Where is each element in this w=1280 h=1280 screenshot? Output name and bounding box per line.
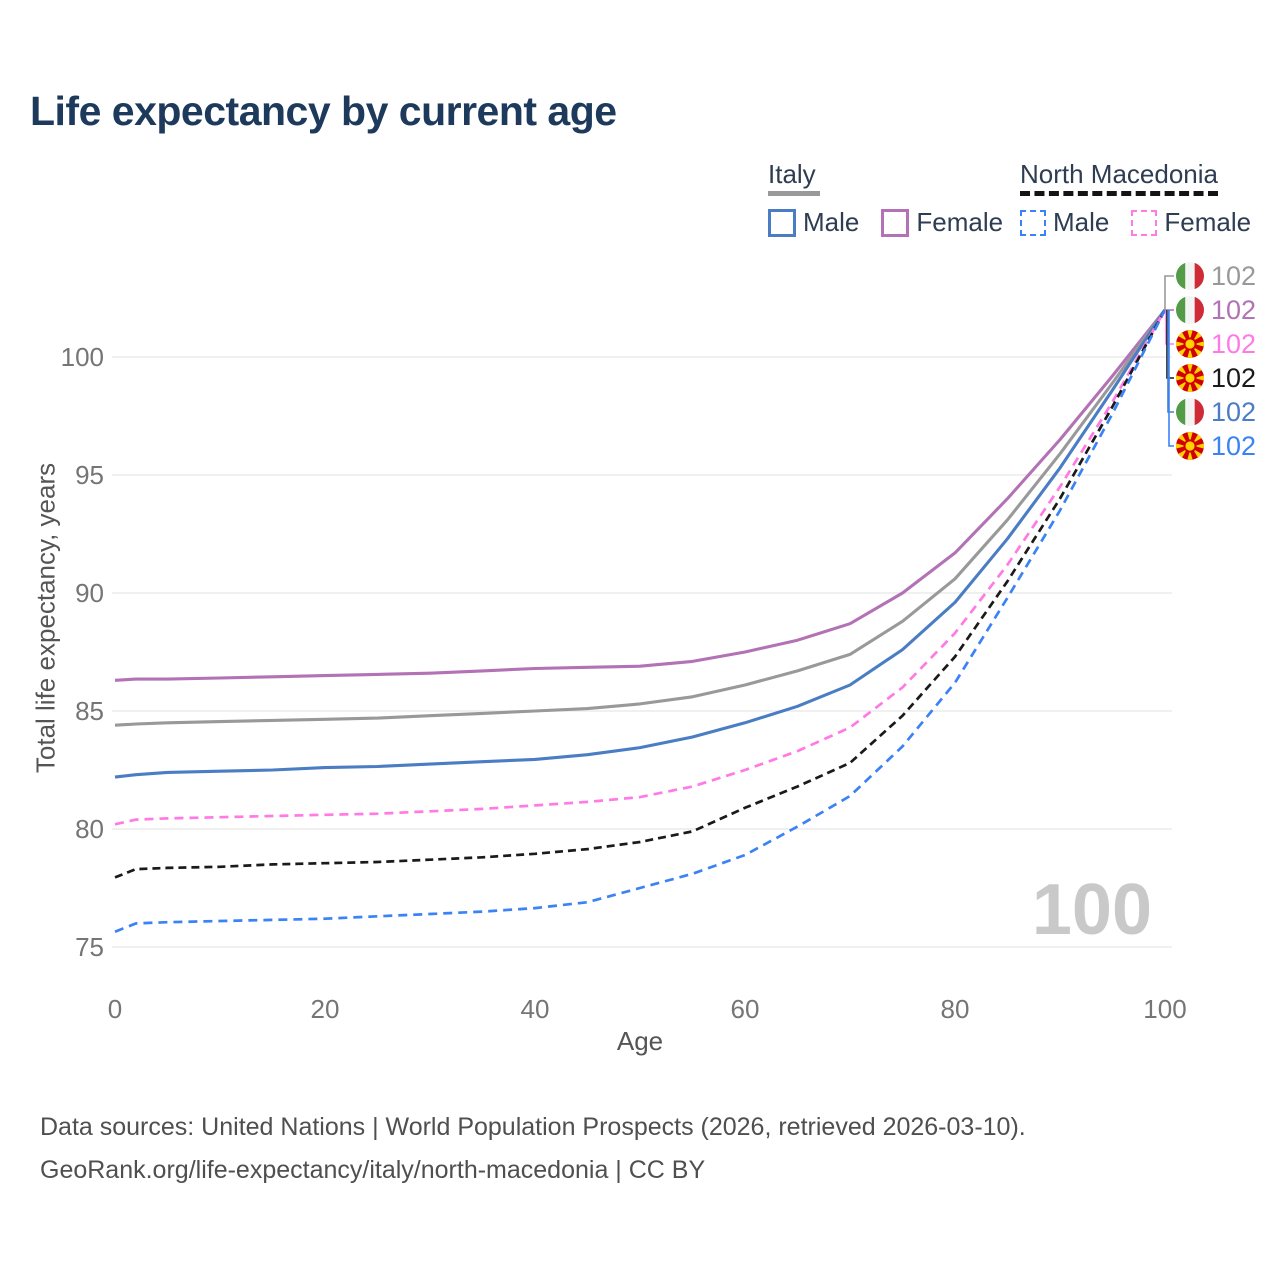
y-tick-label: 95 — [75, 460, 104, 490]
series-line-north-macedonia-female[interactable] — [114, 309, 1167, 826]
series-lines — [114, 308, 1167, 933]
series-line-north-macedonia-male[interactable] — [114, 309, 1167, 933]
legend-item-female[interactable]: Female — [881, 207, 1003, 238]
legend-underline — [768, 191, 820, 196]
legend-item-label: Male — [1053, 207, 1110, 237]
legend-item-female[interactable]: Female — [1131, 207, 1251, 238]
italy-flag-icon — [1176, 296, 1204, 324]
legend-swatch-icon — [1020, 209, 1046, 236]
north-macedonia-flag-icon — [1176, 364, 1204, 392]
legend-swatch-icon — [881, 208, 910, 237]
legend-item-label: Female — [916, 207, 1004, 237]
x-tick-label: 20 — [311, 994, 340, 1024]
leader-line — [1168, 310, 1174, 447]
end-value-label: 102 — [1211, 261, 1257, 291]
y-tick-label: 75 — [75, 932, 104, 962]
italy-flag-icon — [1176, 398, 1204, 426]
legend-swatch-icon — [768, 208, 796, 237]
x-tick-label: 80 — [941, 994, 970, 1024]
legend-underline — [1020, 191, 1218, 196]
end-value-label: 102 — [1211, 295, 1257, 325]
axis-ticks: 75 80 85 90 95 100 0 20 40 60 80 100 — [61, 342, 1187, 1024]
x-tick-label: 40 — [521, 994, 550, 1024]
leader-line — [1164, 275, 1174, 310]
page-title: Life expectancy by current age — [30, 88, 617, 134]
end-value-label: 102 — [1211, 397, 1257, 427]
age-watermark: 100 — [1031, 870, 1152, 950]
end-value-label: 102 — [1211, 363, 1257, 393]
end-label-row: 102 — [1176, 262, 1256, 290]
leader-lines — [1164, 275, 1174, 447]
end-label-row: 102 — [1176, 398, 1256, 426]
footer-url-line: GeoRank.org/life-expectancy/italy/north-… — [40, 1156, 706, 1184]
end-label-row: 102 — [1176, 330, 1256, 358]
footer: Data sources: United Nations | World Pop… — [40, 1106, 1026, 1192]
y-tick-label: 90 — [75, 578, 104, 608]
north-macedonia-flag-icon — [1176, 432, 1204, 460]
end-label-row: 102 — [1176, 296, 1256, 324]
legend-item-male[interactable]: Male — [1020, 207, 1109, 238]
legend-item-male[interactable]: Male — [768, 207, 859, 238]
series-line-italy-female[interactable] — [114, 308, 1167, 682]
leader-line — [1166, 310, 1174, 379]
legend-group-italy: Italy Male Female — [768, 160, 1003, 238]
end-label-row: 102 — [1176, 432, 1256, 460]
footer-sources-line: Data sources: United Nations | World Pop… — [40, 1113, 1026, 1141]
x-tick-label: 60 — [731, 994, 760, 1024]
north-macedonia-flag-icon — [1176, 330, 1204, 358]
y-axis-title: Total life expectancy, years — [30, 462, 61, 774]
legend-header[interactable]: North Macedonia — [1020, 159, 1218, 189]
legend-items: Male Female — [768, 207, 1003, 238]
italy-flag-icon — [1176, 262, 1204, 290]
y-tick-label: 80 — [75, 814, 104, 844]
legend-header[interactable]: Italy — [768, 159, 816, 189]
gridlines — [112, 356, 1172, 948]
y-tick-label: 100 — [61, 342, 104, 372]
series-line-italy-all[interactable] — [114, 308, 1167, 727]
series-line-north-macedonia-all[interactable] — [114, 309, 1167, 879]
end-value-label: 102 — [1211, 431, 1257, 461]
y-tick-label: 85 — [75, 696, 104, 726]
x-tick-label: 0 — [108, 994, 122, 1024]
series-line-italy-male[interactable] — [114, 308, 1167, 779]
legend-group-north-macedonia: North Macedonia Male Female — [1020, 160, 1251, 238]
leader-line — [1167, 310, 1174, 413]
end-value-label: 102 — [1211, 329, 1257, 359]
legend-item-label: Female — [1164, 207, 1252, 237]
legend-items: Male Female — [1020, 207, 1251, 238]
x-tick-label: 100 — [1143, 994, 1186, 1024]
x-axis-title: Age — [616, 1026, 664, 1056]
leader-line — [1165, 310, 1174, 345]
legend-swatch-icon — [1131, 209, 1158, 236]
end-label-row: 102 — [1176, 364, 1256, 392]
legend-item-label: Male — [803, 207, 860, 237]
